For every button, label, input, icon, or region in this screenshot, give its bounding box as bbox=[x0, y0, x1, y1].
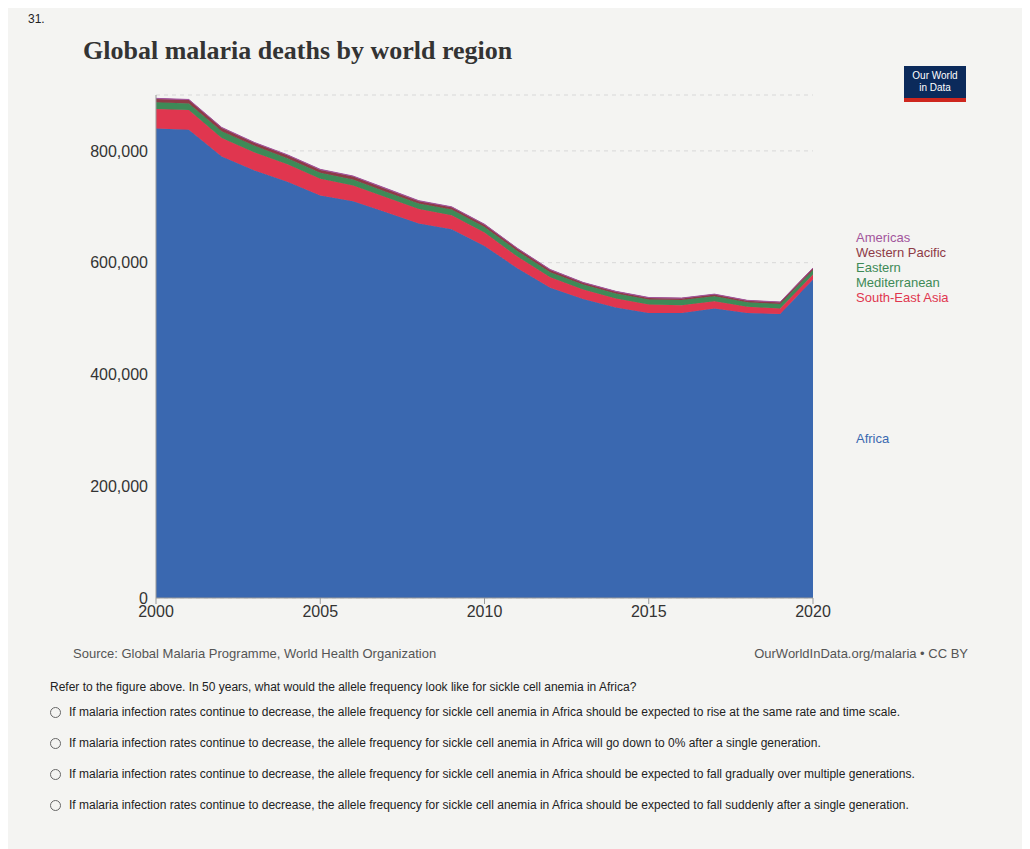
html-text:Americas: Americas bbox=[856, 230, 911, 245]
svg-text:2005: 2005 bbox=[302, 603, 338, 620]
html-text:South-East Asia: South-East Asia bbox=[856, 290, 949, 305]
html-text:Source: Global Malaria Program: Source: Global Malaria Programme, World … bbox=[73, 646, 437, 661]
svg-text:2010: 2010 bbox=[467, 603, 503, 620]
html-text:31.: 31. bbox=[28, 12, 45, 26]
html-text:If malaria infection rates con: If malaria infection rates continue to d… bbox=[69, 736, 821, 750]
svg-text:2020: 2020 bbox=[795, 603, 831, 620]
html-text:in Data: in Data bbox=[919, 82, 951, 93]
html-text:If malaria infection rates con: If malaria infection rates continue to d… bbox=[69, 705, 901, 719]
svg-text:400,000: 400,000 bbox=[90, 366, 148, 383]
html-text:Africa: Africa bbox=[856, 430, 890, 446]
html-text:Western Pacific: Western Pacific bbox=[856, 245, 947, 260]
html-text:If malaria infection rates con: If malaria infection rates continue to d… bbox=[69, 767, 915, 781]
html-text:Global malaria deaths by world: Global malaria deaths by world region bbox=[83, 36, 513, 65]
html-text:If malaria infection rates con: If malaria infection rates continue to d… bbox=[69, 798, 909, 812]
svg-text:2015: 2015 bbox=[631, 603, 667, 620]
html-text:OurWorldInData.org/malaria • C: OurWorldInData.org/malaria • CC BY bbox=[754, 646, 968, 661]
svg-text:600,000: 600,000 bbox=[90, 254, 148, 271]
svg-text:2000: 2000 bbox=[138, 603, 174, 621]
svg-text:0: 0 bbox=[139, 590, 148, 607]
html-text:Eastern Mediterranean: Eastern Mediterranean bbox=[856, 260, 940, 290]
svg-text:200,000: 200,000 bbox=[90, 478, 148, 495]
html-text:Refer to the figure above. In: Refer to the figure above. In 50 years, … bbox=[50, 680, 637, 694]
html-text:Our World: Our World bbox=[912, 70, 958, 81]
svg-text:800,000: 800,000 bbox=[90, 143, 148, 160]
